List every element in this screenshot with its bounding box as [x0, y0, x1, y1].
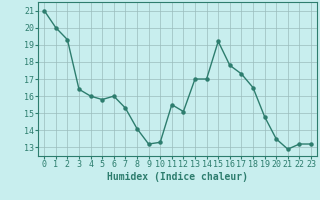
X-axis label: Humidex (Indice chaleur): Humidex (Indice chaleur)	[107, 172, 248, 182]
